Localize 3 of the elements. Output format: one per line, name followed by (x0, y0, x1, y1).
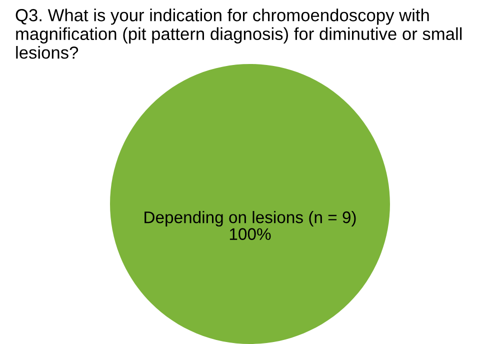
chart-title: Q3. What is your indication for chromoendoscopy with magnification (pit pattern diagnosis) for diminutive or small lesions? (16, 8, 462, 59)
slice-label: Depending on lesions (n = 9) (144, 210, 356, 227)
data-label: 100% (230, 228, 271, 240)
